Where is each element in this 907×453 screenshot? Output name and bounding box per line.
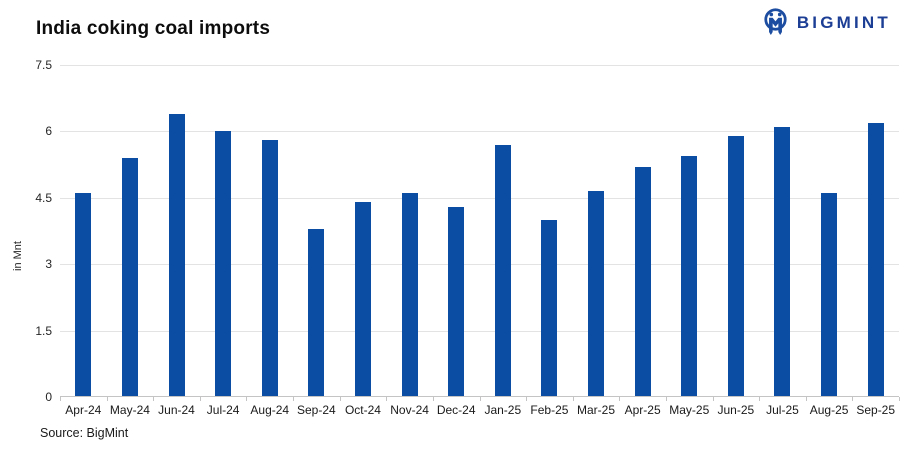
x-tick-label: Dec-24 xyxy=(436,403,476,417)
x-tick-label: Aug-24 xyxy=(250,403,290,417)
y-tick-label: 6 xyxy=(45,124,52,139)
gridline xyxy=(60,131,899,133)
x-tick-mark xyxy=(199,397,201,401)
gridline xyxy=(60,197,899,199)
x-tick-label: Sep-24 xyxy=(297,403,336,417)
x-tick-label: Jul-24 xyxy=(206,403,240,417)
y-axis-title: in Mnt xyxy=(12,241,24,271)
bar-Apr-24 xyxy=(75,193,92,396)
x-tick-label: May-25 xyxy=(669,403,710,417)
brand-name: BIGMINT xyxy=(796,12,891,32)
bar-Jul-25 xyxy=(774,126,791,396)
x-tick-label: Aug-25 xyxy=(809,403,849,417)
x-tick-mark xyxy=(572,397,574,401)
y-tick-label: 4.5 xyxy=(35,190,52,205)
bigmint-logo-icon xyxy=(764,8,787,35)
x-tick-label: Apr-25 xyxy=(624,403,661,417)
page-title: India coking coal imports xyxy=(36,18,271,39)
x-tick-label: Oct-24 xyxy=(344,403,381,417)
source-note: Source: BigMint xyxy=(40,426,129,440)
y-tick-label: 1.5 xyxy=(35,323,52,338)
y-tick-label: 7.5 xyxy=(35,58,52,72)
x-tick-mark xyxy=(852,397,854,401)
x-tick-mark xyxy=(805,397,807,401)
x-tick-label: Mar-25 xyxy=(577,403,616,417)
bar-Nov-24 xyxy=(401,193,418,396)
x-tick-label: Jan-25 xyxy=(484,403,522,417)
bar-Mar-25 xyxy=(588,191,605,396)
bar-Dec-24 xyxy=(448,206,465,396)
bar-Feb-25 xyxy=(541,219,558,396)
bar-Sep-25 xyxy=(867,122,884,396)
bar-May-24 xyxy=(121,157,138,396)
gridline xyxy=(60,65,899,66)
x-tick-mark xyxy=(479,397,481,401)
plot-area xyxy=(60,65,899,397)
x-tick-label: Jun-25 xyxy=(717,403,755,417)
x-tick-mark xyxy=(60,397,61,401)
bar-Aug-24 xyxy=(261,140,278,396)
x-tick-label: May-24 xyxy=(109,403,150,417)
bar-Aug-25 xyxy=(821,193,838,396)
x-tick-mark xyxy=(386,397,388,401)
x-tick-mark xyxy=(106,397,108,401)
x-tick-mark xyxy=(759,397,761,401)
bar-Oct-24 xyxy=(354,202,371,396)
x-tick-label: Feb-25 xyxy=(530,403,569,417)
x-tick-mark xyxy=(665,397,667,401)
x-tick-label: Jun-24 xyxy=(158,403,195,417)
bar-Jun-24 xyxy=(168,113,185,396)
bar-Jun-25 xyxy=(727,135,744,396)
gridline xyxy=(60,264,899,266)
x-tick-label: Sep-25 xyxy=(856,403,896,417)
bar-Jul-24 xyxy=(215,131,232,396)
x-tick-mark xyxy=(293,397,295,401)
x-tick-mark xyxy=(339,397,341,401)
bar-Apr-25 xyxy=(634,166,651,396)
x-tick-mark xyxy=(432,397,434,401)
x-tick-label: Jul-25 xyxy=(766,403,799,417)
x-tick-mark xyxy=(619,397,621,401)
bar-Jan-25 xyxy=(494,144,511,396)
x-tick-mark xyxy=(899,397,900,401)
x-tick-mark xyxy=(246,397,248,401)
bar-Sep-24 xyxy=(308,228,325,396)
y-tick-label: 3 xyxy=(45,257,52,272)
x-tick-mark xyxy=(526,397,528,401)
x-tick-label: Apr-24 xyxy=(65,403,102,417)
gridline xyxy=(60,330,899,332)
x-axis-line xyxy=(60,396,899,397)
brand-logo: BIGMINT xyxy=(760,7,891,38)
x-tick-mark xyxy=(153,397,155,401)
y-tick-label: 0 xyxy=(45,390,52,404)
bar-May-25 xyxy=(681,155,698,396)
x-tick-mark xyxy=(712,397,714,401)
x-tick-label: Nov-24 xyxy=(390,403,429,417)
